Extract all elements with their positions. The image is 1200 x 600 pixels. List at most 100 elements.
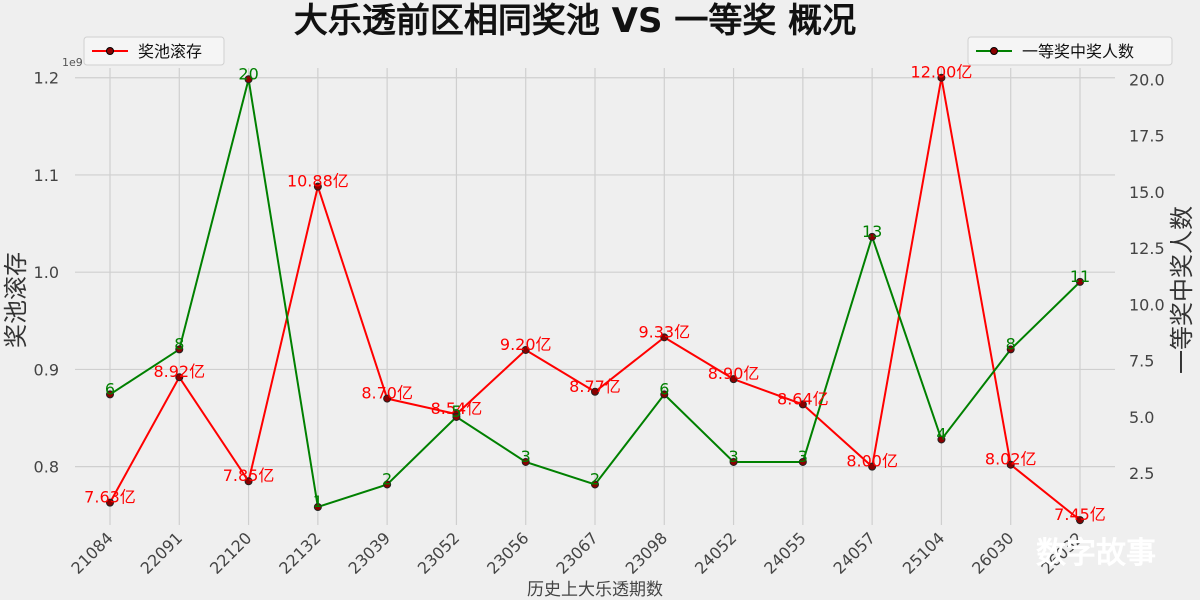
jackpot-point bbox=[521, 345, 530, 354]
jackpot-point bbox=[1076, 516, 1084, 525]
winners-data-label: 6 bbox=[105, 379, 115, 398]
winners-data-label: 4 bbox=[936, 424, 946, 443]
winners-point bbox=[244, 75, 253, 84]
winners-point bbox=[591, 480, 599, 489]
winners-data-label: 11 bbox=[1070, 267, 1090, 286]
right-tick-label: 15.0 bbox=[1129, 183, 1165, 202]
chart-title: 大乐透前区相同奖池 VS 一等奖 概况 bbox=[294, 1, 856, 41]
jackpot-data-label: 7.45亿 bbox=[1054, 505, 1106, 524]
legend-left-box bbox=[83, 36, 225, 66]
jackpot-point bbox=[937, 73, 946, 82]
jackpot-data-label: 8.64亿 bbox=[777, 389, 829, 408]
jackpot-data-label: 8.92亿 bbox=[153, 362, 205, 381]
left-tick-label: 0.9 bbox=[34, 360, 59, 379]
winners-data-label: 8 bbox=[174, 334, 184, 353]
x-tick-label: 22132 bbox=[275, 528, 324, 577]
winners-point bbox=[175, 345, 184, 354]
jackpot-point bbox=[868, 462, 877, 471]
jackpot-data-label: 8.77亿 bbox=[569, 377, 621, 396]
data-labels: 7.63亿 8.92亿 7.85亿 10.88亿 8.70亿 8.54亿 9.20亿 8.77… bbox=[84, 63, 1106, 524]
x-tick-label: 21084 bbox=[67, 528, 116, 577]
left-tick-label: 0.8 bbox=[34, 458, 59, 477]
right-tick-label: 7.5 bbox=[1129, 352, 1154, 371]
left-tick-label: 1.1 bbox=[34, 166, 59, 185]
jackpot-data-label: 7.63亿 bbox=[84, 488, 136, 507]
winners-data-label: 6 bbox=[659, 379, 669, 398]
jackpot-point bbox=[244, 477, 253, 486]
winners-data-label: 5 bbox=[451, 402, 461, 421]
jackpot-point bbox=[729, 375, 738, 384]
winners-point bbox=[383, 480, 392, 489]
left-tick-label: 1.0 bbox=[34, 263, 59, 282]
jackpot-data-label: 10.88亿 bbox=[287, 172, 349, 191]
jackpot-data-label: 8.70亿 bbox=[361, 384, 413, 403]
jackpot-point bbox=[798, 400, 807, 409]
winners-point bbox=[452, 412, 461, 421]
grid bbox=[75, 68, 1115, 525]
winners-data-label: 8 bbox=[1006, 334, 1016, 353]
winners-point bbox=[313, 502, 322, 511]
jackpot-data-label: 9.20亿 bbox=[500, 335, 552, 354]
left-scale-note: 1e9 bbox=[62, 56, 83, 69]
jackpot-point bbox=[313, 182, 322, 191]
watermark: 数字故事 bbox=[1036, 536, 1156, 571]
x-tick-label: 23067 bbox=[552, 528, 601, 577]
axes: 21084 22091 22120 22132 23039 23052 23056 23067… bbox=[34, 69, 1165, 578]
x-tick-label: 23052 bbox=[414, 528, 463, 577]
winners-data-label: 3 bbox=[521, 447, 531, 466]
legend-left-marker bbox=[106, 47, 114, 55]
jackpot-data-label: 8.90亿 bbox=[708, 364, 760, 383]
x-tick-label: 24055 bbox=[760, 528, 809, 577]
x-tick-label: 23056 bbox=[483, 528, 532, 577]
x-tick-label: 24052 bbox=[691, 528, 740, 577]
jackpot-data-label: 7.85亿 bbox=[223, 466, 275, 485]
winners-data-label: 2 bbox=[590, 469, 600, 488]
jackpot-point bbox=[175, 373, 184, 382]
legend-right-box bbox=[967, 36, 1173, 66]
winners-data-label: 3 bbox=[798, 447, 808, 466]
jackpot-data-label: 12.00亿 bbox=[911, 63, 973, 82]
right-tick-label: 12.5 bbox=[1129, 239, 1165, 258]
jackpot-data-label: 8.54亿 bbox=[431, 399, 483, 418]
jackpot-point bbox=[591, 387, 599, 396]
x-tick-label: 26030 bbox=[968, 528, 1017, 577]
right-tick-label: 20.0 bbox=[1129, 70, 1165, 89]
right-tick-label: 17.5 bbox=[1129, 127, 1165, 146]
x-tick-label: 22091 bbox=[137, 528, 186, 577]
winners-point bbox=[521, 457, 530, 466]
winners-point bbox=[868, 232, 877, 241]
legend-left-label: 奖池滚存 bbox=[138, 42, 202, 61]
x-tick-label: 23098 bbox=[622, 528, 671, 577]
jackpot-data-label: 8.02亿 bbox=[985, 450, 1037, 469]
x-tick-label: 24057 bbox=[830, 528, 879, 577]
winners-point bbox=[937, 435, 946, 444]
right-tick-label: 5.0 bbox=[1129, 408, 1154, 427]
x-tick-label: 23039 bbox=[345, 528, 394, 577]
winners-data-label: 13 bbox=[862, 222, 882, 241]
winners-point bbox=[729, 457, 738, 466]
jackpot-point bbox=[106, 498, 114, 507]
winners-point bbox=[1076, 277, 1084, 286]
jackpot-point bbox=[383, 394, 392, 403]
winners-data-label: 20 bbox=[238, 64, 258, 83]
winners-point bbox=[106, 390, 114, 399]
winners-data-label: 1 bbox=[313, 492, 323, 511]
right-tick-label: 10.0 bbox=[1129, 295, 1165, 314]
winners-point bbox=[660, 390, 669, 399]
winners-point bbox=[798, 457, 807, 466]
winners-point bbox=[1006, 345, 1015, 354]
legend-right-label: 一等奖中奖人数 bbox=[1022, 42, 1134, 61]
winners-data-label: 3 bbox=[728, 447, 738, 466]
left-tick-label: 1.2 bbox=[34, 69, 59, 88]
x-tick-label: 25104 bbox=[899, 528, 948, 577]
series-layer bbox=[106, 73, 1084, 525]
left-axis-title: 奖池滚存 bbox=[2, 252, 30, 348]
jackpot-data-label: 8.00亿 bbox=[846, 452, 898, 471]
jackpot-point bbox=[660, 333, 669, 342]
legend-right-marker bbox=[990, 47, 998, 55]
jackpot-point bbox=[1006, 460, 1015, 469]
right-axis-title: 一等奖中奖人数 bbox=[1168, 206, 1196, 374]
right-tick-label: 2.5 bbox=[1129, 464, 1154, 483]
